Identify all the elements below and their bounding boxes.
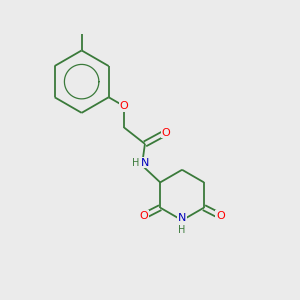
Text: O: O	[161, 128, 170, 138]
Text: N: N	[178, 213, 186, 223]
Text: O: O	[216, 211, 225, 221]
Text: H: H	[178, 225, 186, 235]
Text: O: O	[120, 101, 128, 111]
Text: O: O	[140, 211, 148, 221]
Text: N: N	[141, 158, 150, 168]
Text: H: H	[132, 158, 139, 168]
